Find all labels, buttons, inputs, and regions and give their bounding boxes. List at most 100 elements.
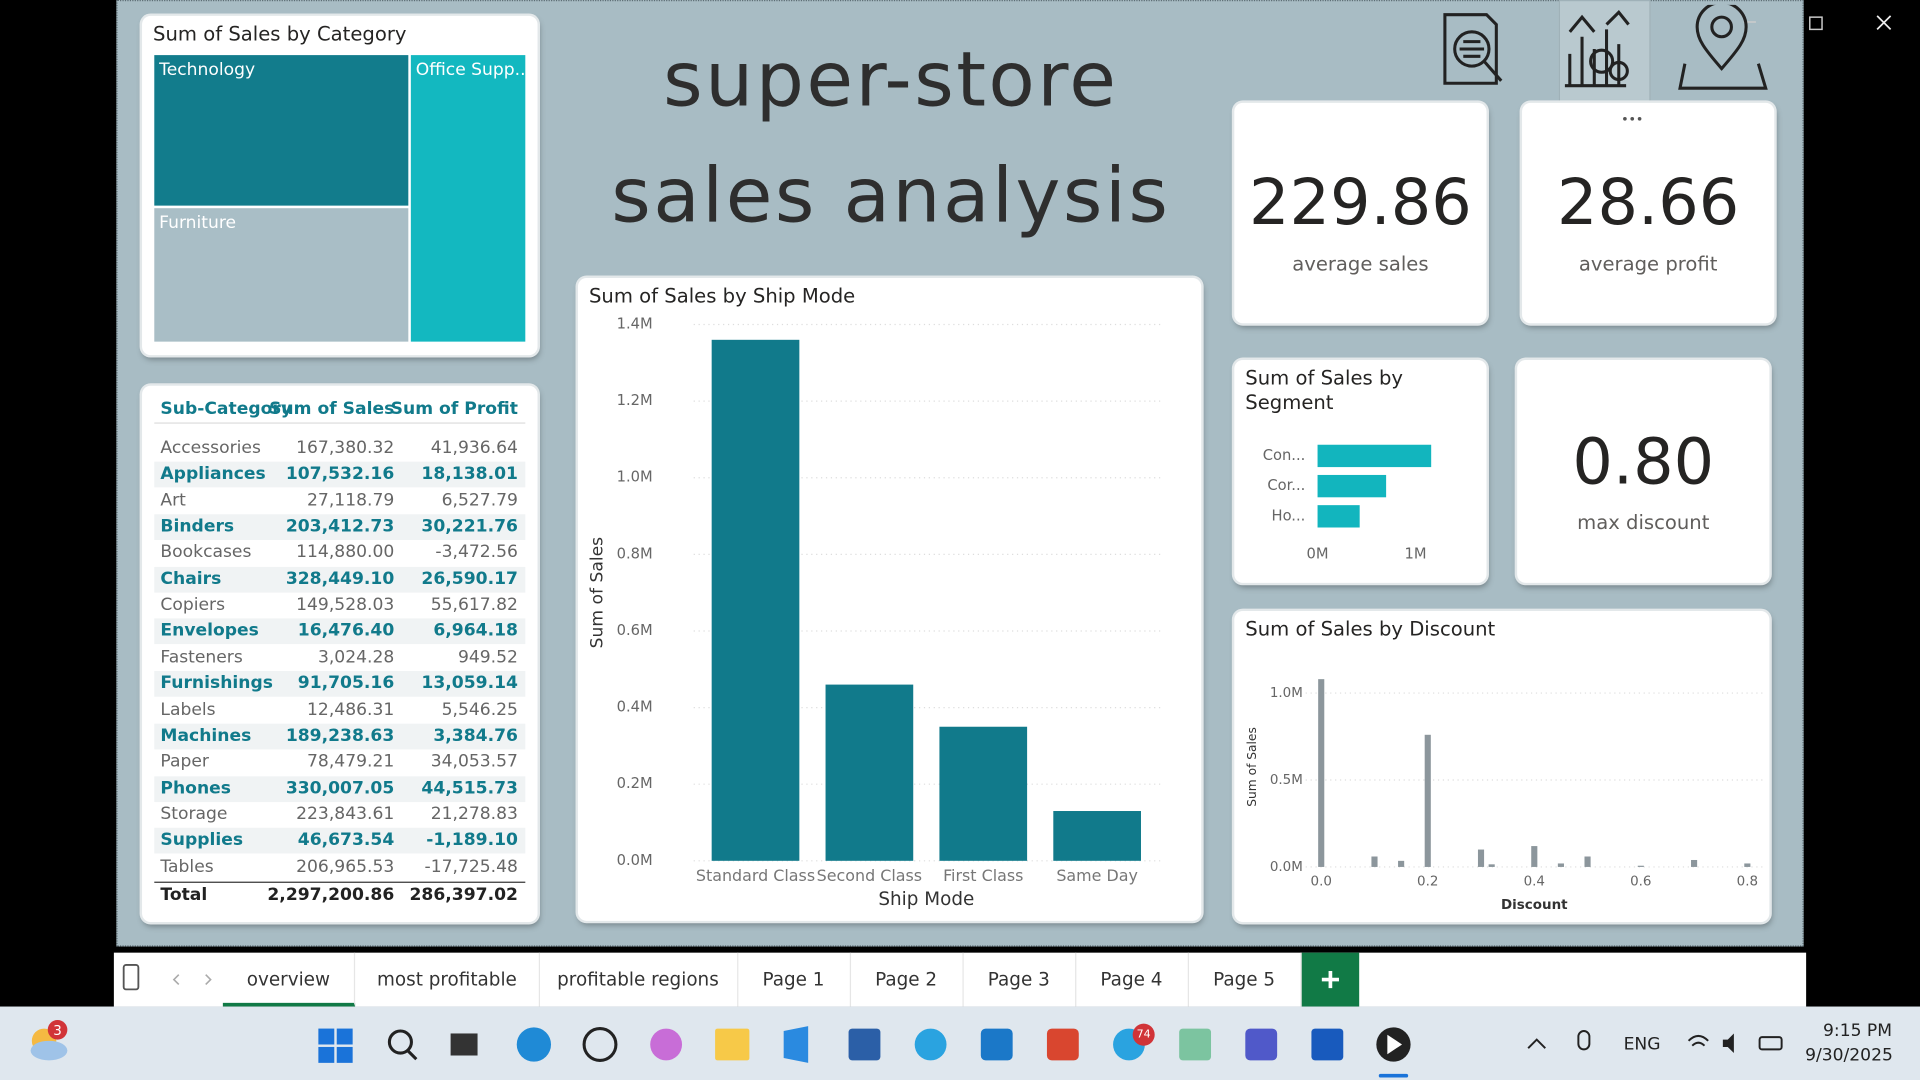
page-tab[interactable]: profitable regions	[539, 952, 739, 1007]
weather[interactable]	[30, 1020, 68, 1061]
start[interactable]	[318, 1028, 353, 1063]
table-cell: 18,138.01	[421, 464, 518, 485]
table-row: Storage 223,843.61 21,278.83	[154, 802, 525, 828]
word[interactable]	[1311, 1028, 1344, 1061]
volume[interactable]	[1722, 1033, 1734, 1054]
y-axis-title: Sum of Sales	[588, 537, 608, 648]
chart-card: Sum of Sales by Segment 0M 1M Con... Cor...…	[1234, 360, 1487, 583]
treemap-tile	[408, 52, 528, 345]
table-cell: Bookcases	[160, 542, 252, 563]
table-cell: Furnishings	[160, 673, 273, 694]
next[interactable]	[205, 974, 212, 986]
x-tick-label: Standard Class	[696, 866, 815, 885]
wifi[interactable]	[1687, 1034, 1709, 1047]
x-tick-label: 0.4	[1524, 875, 1545, 890]
page-tab[interactable]: Page 2	[850, 952, 964, 1007]
table-cell: 78,479.21	[307, 752, 395, 772]
chatgpt[interactable]	[582, 1027, 618, 1062]
add-page[interactable]	[1301, 952, 1360, 1007]
table-cell: Appliances	[160, 464, 266, 485]
page-tab[interactable]: overview	[222, 952, 356, 1007]
battery[interactable]	[1758, 1036, 1783, 1051]
table-cell: 149,528.03	[296, 595, 395, 615]
table-row: Furnishings 91,705.16 13,059.14	[154, 671, 526, 697]
telegram-desktop[interactable]	[914, 1028, 947, 1061]
kpi-value: 28.66	[1557, 166, 1740, 240]
edge[interactable]	[516, 1027, 552, 1062]
table-cell: Art	[160, 490, 186, 511]
table-cell: Labels	[160, 699, 216, 720]
kpi-card: 0.80 max discount	[1517, 360, 1770, 583]
restore[interactable]	[1809, 16, 1823, 31]
nav-icons	[1443, 4, 1768, 90]
x-tick-label: 0.6	[1630, 875, 1651, 890]
more-options[interactable]	[1620, 113, 1649, 125]
vscode[interactable]	[783, 1026, 809, 1063]
prev[interactable]	[172, 974, 180, 986]
kpi-card: 229.86 average sales	[1234, 102, 1487, 324]
table-cell: Chairs	[160, 569, 222, 589]
tray-expand[interactable]	[1527, 1038, 1546, 1049]
table-cell: 286,397.02	[409, 885, 518, 905]
column-header: Sum of Profit	[390, 399, 518, 419]
bar	[1488, 864, 1495, 867]
x-tick-label: 0.0	[1311, 875, 1332, 890]
table-cell: 41,936.64	[430, 438, 518, 458]
bar	[1317, 505, 1360, 528]
taskbar: 3 74 ENG 9:15 PM 9/30/2025	[0, 1006, 1920, 1080]
task-view[interactable]	[450, 1033, 478, 1056]
clock-time[interactable]: 9:15 PM	[1823, 1021, 1892, 1041]
table-cell: 30,221.76	[421, 516, 518, 537]
table-row: Tables 206,965.53 -17,725.48	[154, 854, 525, 880]
language[interactable]: ENG	[1624, 1034, 1661, 1054]
snipping[interactable]	[1179, 1028, 1212, 1061]
chart-card: Sum of Sales by Discount 0.0M 0.5M 1.0M 0.0…	[1234, 611, 1770, 923]
table-cell: 949.52	[457, 647, 518, 668]
table-cell: 16,476.40	[297, 621, 395, 641]
table-cell: Fasteners	[160, 647, 243, 668]
outlook[interactable]	[980, 1028, 1013, 1061]
table-row: Envelopes 16,476.40 6,964.18	[154, 618, 526, 645]
y-tick-label: Con...	[1263, 447, 1306, 464]
x-tick-label: Same Day	[1056, 866, 1138, 885]
page-tab[interactable]: Page 1	[737, 952, 852, 1007]
mic[interactable]	[1577, 1030, 1591, 1051]
page-tab[interactable]: Page 5	[1188, 952, 1302, 1007]
table-cell: 12,486.31	[307, 699, 395, 720]
table-cell: Tables	[160, 856, 214, 877]
store[interactable]	[848, 1028, 881, 1061]
table-row: Appliances 107,532.16 18,138.01	[154, 462, 526, 488]
page-tabs: overview most profitable profitable region…	[113, 952, 1807, 1007]
mobile-layout[interactable]	[122, 963, 140, 991]
search[interactable]	[387, 1029, 418, 1061]
app[interactable]	[1046, 1028, 1079, 1061]
finance-icon[interactable]	[1564, 9, 1630, 88]
bar-chart: 0.0M 0.2M 0.4M 0.6M 0.8M 1.0M 1.2M 1.4M Standard…	[588, 315, 1162, 910]
table-cell: 3,024.28	[317, 647, 395, 668]
kpi-label: average profit	[1578, 252, 1718, 276]
x-tick-label: Second Class	[817, 866, 922, 885]
bar	[711, 339, 800, 861]
table-cell: 223,843.61	[296, 804, 395, 824]
chart-title: Sum of Sales by Discount	[1245, 617, 1496, 641]
teams[interactable]	[1245, 1028, 1278, 1061]
page-tab[interactable]: Page 4	[1075, 952, 1189, 1007]
copilot[interactable]	[650, 1028, 683, 1061]
table-cell: Storage	[160, 804, 228, 824]
explorer[interactable]	[715, 1028, 750, 1061]
page-tab[interactable]: most profitable	[355, 952, 540, 1007]
x-tick-label: 0.8	[1737, 875, 1758, 890]
table-cell: Phones	[160, 778, 231, 798]
table-header: Sub-Category Sum of Sales Sum of Profit	[154, 397, 526, 424]
y-tick-label: 1.4M	[617, 315, 653, 332]
clock-date[interactable]: 9/30/2025	[1805, 1046, 1893, 1066]
bar	[1557, 863, 1564, 867]
map-icon[interactable]	[1678, 4, 1768, 90]
x-tick-label: 1M	[1404, 546, 1426, 563]
page-tab[interactable]: Page 3	[962, 952, 1077, 1007]
treemap: Technology Furniture Office Supp...	[151, 52, 531, 345]
table-cell: 328,449.10	[285, 569, 395, 589]
close[interactable]	[1876, 15, 1892, 30]
analysis-icon[interactable]	[1443, 13, 1503, 85]
